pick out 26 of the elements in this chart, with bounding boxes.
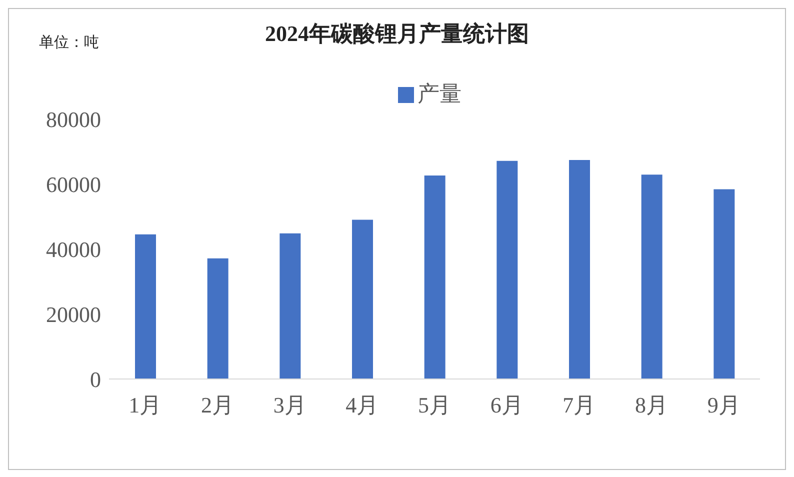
- y-tick-label: 80000: [46, 106, 101, 132]
- bar: [135, 234, 156, 379]
- y-tick-label: 40000: [46, 236, 101, 262]
- bar: [352, 220, 373, 379]
- x-tick-label: 6月: [490, 392, 524, 418]
- x-tick-label: 3月: [273, 392, 306, 418]
- bar: [714, 189, 735, 379]
- chart-title: 2024年碳酸锂月产量统计图: [265, 21, 529, 46]
- y-tick-label: 60000: [46, 172, 101, 197]
- y-tick-label: 20000: [46, 302, 101, 327]
- x-tick-label: 2月: [201, 392, 234, 418]
- x-tick-label: 4月: [346, 392, 379, 418]
- bar: [641, 174, 662, 379]
- x-tick-label: 9月: [707, 392, 740, 418]
- bar: [280, 233, 301, 379]
- text: 单位：吨: [39, 33, 99, 52]
- x-tick-label: 8月: [635, 392, 668, 418]
- bar: [569, 160, 590, 379]
- y-tick-label: 0: [90, 366, 101, 392]
- bar: [207, 258, 228, 379]
- x-tick-label: 7月: [562, 392, 596, 418]
- bar: [424, 176, 446, 379]
- bar: [496, 160, 518, 379]
- legend-label: 产量: [418, 82, 462, 107]
- x-tick-label: 1月: [128, 392, 162, 418]
- x-tick-label: 5月: [418, 392, 451, 418]
